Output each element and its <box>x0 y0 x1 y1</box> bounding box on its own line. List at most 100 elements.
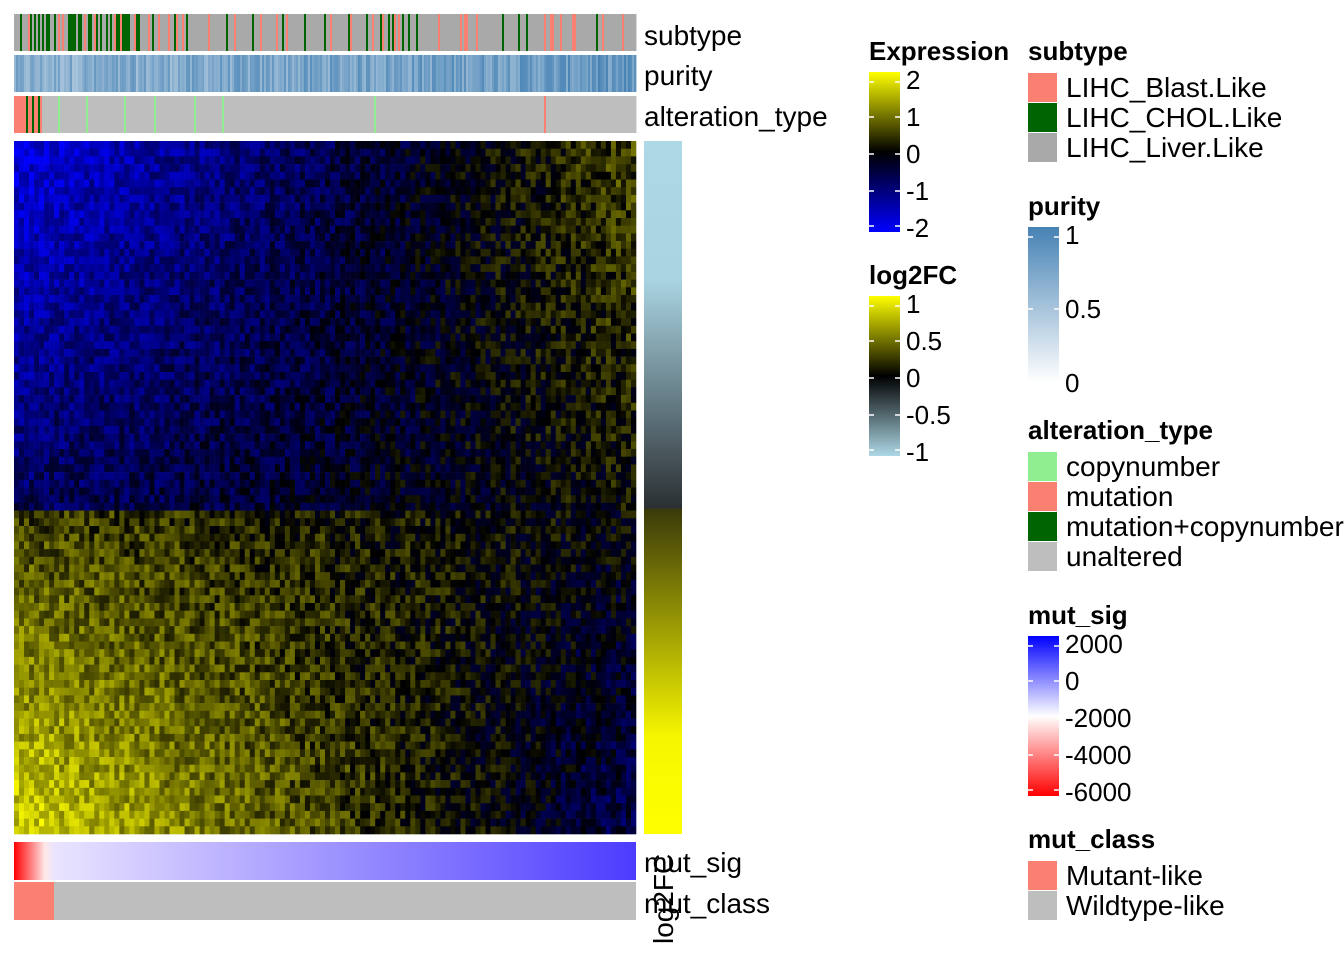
alteration-type-cell <box>110 96 113 133</box>
subtype-cell <box>180 14 183 51</box>
heatmap-cell <box>425 202 431 211</box>
heatmap-cell <box>390 279 396 288</box>
heatmap-cell <box>360 348 366 357</box>
heatmap-cell <box>99 225 105 234</box>
heatmap-cell <box>390 310 396 319</box>
subtype-cell <box>338 14 341 51</box>
heatmap-cell <box>500 171 506 180</box>
heatmap-cell <box>134 318 140 327</box>
subtype-cell <box>196 14 199 51</box>
heatmap-cell <box>560 318 567 327</box>
heatmap-cell <box>54 356 60 365</box>
alteration-type-cell <box>82 96 85 133</box>
heatmap-cell <box>500 248 506 257</box>
heatmap-cell <box>445 341 451 350</box>
heatmap-cell <box>304 348 311 357</box>
alteration-type-cell <box>376 96 379 133</box>
heatmap-cell <box>360 179 366 188</box>
heatmap-cell <box>565 372 572 380</box>
heatmap-cell <box>400 356 406 365</box>
heatmap-cell <box>405 364 411 373</box>
heatmap-cell <box>294 225 301 234</box>
heatmap-cell <box>420 248 426 257</box>
heatmap-cell <box>299 233 306 242</box>
heatmap-cell <box>520 310 526 319</box>
heatmap-cell <box>405 202 411 211</box>
heatmap-cell <box>505 295 511 303</box>
heatmap-cell <box>480 179 486 188</box>
heatmap-cell <box>294 187 301 196</box>
heatmap-cell <box>164 202 170 211</box>
heatmap-cell <box>630 271 637 280</box>
alteration-type-cell <box>86 96 89 133</box>
heatmap-cell <box>154 187 160 196</box>
heatmap-cell <box>455 387 461 396</box>
heatmap-cell <box>14 333 20 342</box>
heatmap-cell <box>505 333 511 342</box>
heatmap-cell <box>189 218 195 226</box>
heatmap-cell <box>269 194 276 203</box>
purity-cell <box>208 55 211 92</box>
heatmap-cell <box>355 156 361 165</box>
purity-cell <box>216 55 219 92</box>
heatmap-cell <box>54 310 60 319</box>
heatmap-cell <box>425 164 431 173</box>
heatmap-cell <box>24 302 30 311</box>
heatmap-cell <box>119 179 125 188</box>
alteration-type-cell <box>370 96 373 133</box>
heatmap-cell <box>565 318 572 327</box>
heatmap-cell <box>284 333 291 342</box>
heatmap-cell <box>475 194 481 203</box>
subtype-cell <box>290 14 293 51</box>
heatmap-cell <box>350 164 356 173</box>
heatmap-cell <box>465 356 471 365</box>
heatmap-cell <box>239 372 246 380</box>
heatmap-cell <box>575 271 582 280</box>
alteration-type-cell <box>402 96 405 133</box>
heatmap-cell <box>630 333 637 342</box>
subtype-cell <box>380 14 383 51</box>
heatmap-cell <box>455 264 461 273</box>
heatmap-cell <box>405 225 411 234</box>
heatmap-cell <box>14 141 20 149</box>
heatmap-cell <box>79 194 85 203</box>
heatmap-cell <box>289 256 296 265</box>
heatmap-cell <box>340 372 346 380</box>
purity-cell <box>92 55 95 92</box>
subtype-cell <box>156 14 159 51</box>
heatmap-cell <box>425 341 431 350</box>
heatmap-cell <box>224 264 230 273</box>
subtype-cell <box>354 14 357 51</box>
heatmap-cell <box>570 148 577 157</box>
heatmap-cell <box>239 194 246 203</box>
heatmap-cell <box>199 318 205 327</box>
heatmap-cell <box>59 241 65 250</box>
heatmap-cell <box>284 287 291 296</box>
heatmap-cell <box>114 264 120 273</box>
heatmap-cell <box>445 387 451 396</box>
heatmap-cell <box>560 372 567 380</box>
heatmap-cell <box>109 333 115 342</box>
heatmap-cell <box>274 302 281 311</box>
heatmap-cell <box>455 271 461 280</box>
heatmap-cell <box>224 187 230 196</box>
heatmap-cell <box>395 387 401 396</box>
heatmap-cell <box>19 364 25 373</box>
alteration-type-cell <box>254 96 257 133</box>
alteration-type-cell <box>252 96 255 133</box>
heatmap-cell <box>470 248 476 257</box>
heatmap-cell <box>234 302 241 311</box>
alteration-type-cell <box>158 96 161 133</box>
heatmap-cell <box>314 372 321 380</box>
alteration-type-cell <box>380 96 383 133</box>
subtype-cell <box>562 14 565 51</box>
heatmap-cell <box>330 341 336 350</box>
heatmap-cell <box>34 302 40 311</box>
heatmap-cell <box>64 233 70 242</box>
alteration-type-cell <box>236 96 239 133</box>
heatmap-cell <box>44 256 50 265</box>
heatmap-cell <box>405 348 411 357</box>
heatmap-cell <box>425 318 431 327</box>
purity-cell <box>302 55 305 92</box>
heatmap-cell <box>254 295 261 303</box>
